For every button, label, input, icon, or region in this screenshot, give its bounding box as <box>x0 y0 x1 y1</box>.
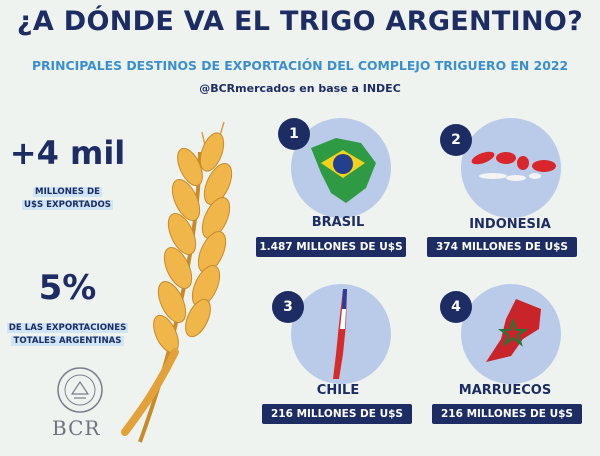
page-title: ¿A DÓNDE VA EL TRIGO ARGENTINO? <box>16 6 584 37</box>
bcr-seal-icon <box>56 366 104 414</box>
page-subtitle: PRINCIPALES DESTINOS DE EXPORTACIÓN DEL … <box>31 58 569 73</box>
chile-flag-map-icon <box>333 289 347 379</box>
country-name-marruecos: MARRUECOS <box>458 383 552 398</box>
rank-badge-4: 4 <box>440 291 472 323</box>
export-label-line1: MILLONES DE <box>33 187 102 197</box>
brazil-flag-map-icon <box>311 138 376 203</box>
indonesia-flag-map-icon <box>471 151 556 181</box>
rank-badge-2: 2 <box>440 124 472 156</box>
share-label-line1: DE LAS EXPORTACIONES <box>6 323 129 333</box>
bcr-logo-text: BCR <box>52 416 101 440</box>
value-marruecos: 216 MILLONES DE U$S <box>432 404 582 424</box>
export-label-line2: U$S EXPORTADOS <box>22 200 113 210</box>
rank-badge-1: 1 <box>278 118 310 150</box>
country-circle-marruecos <box>461 284 561 384</box>
rank-badge-3: 3 <box>272 291 304 323</box>
share-value: 5% <box>38 268 97 308</box>
source-credit: @BCRmercados en base a INDEC <box>199 82 401 95</box>
export-value: +4 mil <box>9 134 126 172</box>
share-label-line2: TOTALES ARGENTINAS <box>11 336 124 346</box>
value-brasil: 1.487 MILLONES DE U$S <box>256 237 406 257</box>
share-label: DE LAS EXPORTACIONES TOTALES ARGENTINAS <box>0 322 135 348</box>
value-chile: 216 MILLONES DE U$S <box>262 404 412 424</box>
country-name-chile: CHILE <box>316 383 360 398</box>
morocco-flag-map-icon <box>486 299 541 362</box>
country-circle-brasil <box>291 118 391 218</box>
country-circle-chile <box>291 284 391 384</box>
wheat-stalk-icon <box>120 112 270 452</box>
country-name-brasil: BRASIL <box>311 215 365 230</box>
value-indonesia: 374 MILLONES DE U$S <box>427 237 577 257</box>
country-circle-indonesia <box>461 118 561 218</box>
country-name-indonesia: INDONESIA <box>469 217 551 232</box>
export-label: MILLONES DE U$S EXPORTADOS <box>0 186 135 212</box>
